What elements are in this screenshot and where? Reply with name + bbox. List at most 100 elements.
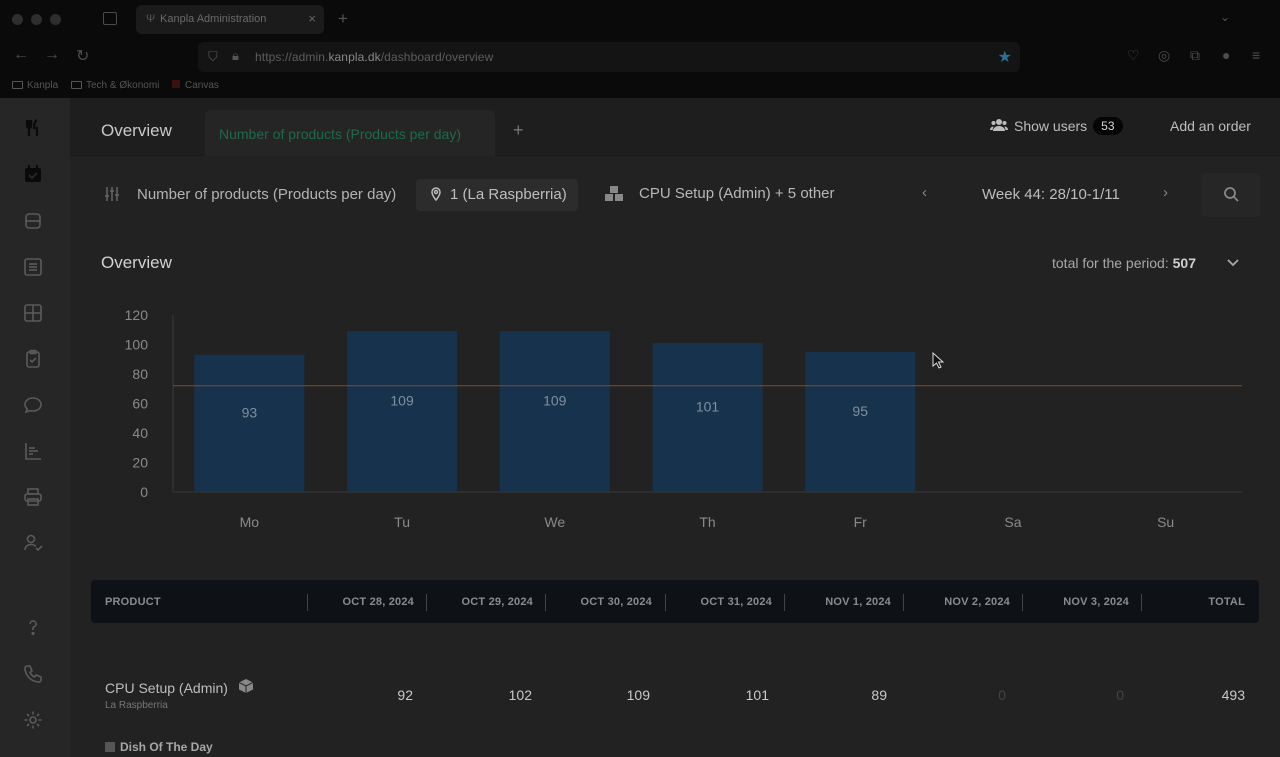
header-column: NOV 2, 2024	[944, 596, 1010, 608]
x-tick-label: We	[544, 514, 565, 530]
add-order-button[interactable]: Add an order	[1170, 118, 1251, 134]
window-close-button[interactable]	[12, 14, 23, 25]
header-separator	[545, 594, 546, 611]
header-column: TOTAL	[1208, 596, 1245, 608]
header-separator	[903, 594, 904, 611]
show-users-button[interactable]: Show users 53	[990, 117, 1123, 135]
period-total: total for the period: 507	[1052, 255, 1196, 271]
profile-icon[interactable]: ●	[1222, 47, 1231, 63]
tab-overview-icon[interactable]	[103, 12, 117, 25]
top-tab-bar: Overview Number of products (Products pe…	[70, 98, 1280, 156]
map-pin-icon	[431, 187, 441, 204]
y-tick-label: 60	[132, 396, 148, 412]
window-minimize-button[interactable]	[31, 14, 42, 25]
cutlery-icon[interactable]	[23, 118, 45, 140]
bookmark-star-icon[interactable]: ★	[997, 49, 1012, 66]
forward-button[interactable]: →	[44, 46, 60, 63]
week-selector[interactable]: Week 44: 28/10-1/11	[982, 186, 1120, 203]
x-tick-label: Sa	[1004, 514, 1021, 530]
folder-icon	[12, 81, 23, 89]
next-week-button[interactable]: ›	[1163, 184, 1168, 201]
bookmark-tech-okonomi[interactable]: Tech & Økonomi	[71, 80, 159, 91]
add-tab-button[interactable]: +	[513, 120, 524, 140]
grid-icon[interactable]	[23, 303, 45, 325]
folder-icon	[71, 81, 82, 89]
box-icon	[238, 679, 254, 696]
browser-tab-title: Kanpla Administration	[160, 13, 267, 25]
back-button[interactable]: ←	[13, 46, 29, 63]
location-selector[interactable]: 1 (La Raspberria)	[416, 179, 578, 211]
window-zoom-button[interactable]	[50, 14, 61, 25]
bar-chart-icon[interactable]	[23, 441, 45, 463]
tab-list-chevron-icon[interactable]: ⌄	[1219, 10, 1230, 24]
lock-icon[interactable]: 🔒︎	[232, 48, 239, 63]
users-icon	[990, 118, 1008, 135]
calendar-check-icon[interactable]	[23, 164, 45, 186]
address-bar[interactable]: ⛉ 🔒︎ https://admin.kanpla.dk/dashboard/o…	[198, 42, 1020, 72]
mouse-cursor-icon	[932, 352, 944, 369]
url-text[interactable]: https://admin.kanpla.dk/dashboard/overvi…	[255, 50, 494, 64]
products-per-day-chart: 0 20 40 60 80 100 120 93 Mo 109 Tu 109 We 101 Th 95 Fr Sa…	[125, 307, 1242, 530]
bar-data-label: 95	[852, 403, 868, 419]
x-tick-label: Th	[699, 514, 715, 530]
y-tick-label: 0	[140, 484, 148, 500]
tab-number-of-products[interactable]: Number of products (Products per day)	[205, 110, 495, 156]
table-cell: 92	[397, 687, 413, 703]
browser-tab-bar: Ψ Kanpla Administration × + ⌄	[0, 0, 1280, 38]
menu-icon[interactable]: ≡	[1252, 47, 1261, 63]
y-tick-label: 120	[125, 307, 149, 323]
header-product: PRODUCT	[105, 596, 161, 608]
table-cell: 102	[508, 687, 532, 703]
cubes-icon	[605, 186, 623, 206]
search-button[interactable]	[1202, 173, 1260, 217]
product-selector[interactable]: CPU Setup (Admin) + 5 other	[639, 185, 835, 202]
phone-icon[interactable]	[23, 664, 45, 686]
bookmark-kanpla[interactable]: Kanpla	[12, 80, 58, 91]
table-cell: 493	[1221, 687, 1245, 703]
table-header: PRODUCT OCT 28, 2024 OCT 29, 2024 OCT 30, 2…	[91, 580, 1259, 623]
browser-tab[interactable]: Ψ Kanpla Administration ×	[136, 5, 324, 34]
list-icon[interactable]	[23, 257, 45, 279]
canvas-favicon-icon	[172, 80, 180, 88]
period-total-value: 507	[1172, 255, 1196, 271]
chart-bar	[652, 343, 763, 492]
y-tick-label: 80	[132, 366, 148, 382]
sliders-icon[interactable]	[104, 186, 120, 202]
overview-heading: Overview	[101, 253, 172, 272]
x-tick-label: Tu	[394, 514, 410, 530]
shield-icon[interactable]: ⛉	[208, 49, 218, 64]
table-cell: 0	[1116, 687, 1124, 703]
header-column: OCT 28, 2024	[342, 596, 414, 608]
chat-icon[interactable]	[23, 395, 45, 417]
database-icon[interactable]	[23, 211, 45, 233]
y-tick-label: 100	[125, 337, 149, 353]
browser-nav-bar: ← → ↻ ⛉ 🔒︎ https://admin.kanpla.dk/dashb…	[0, 38, 1280, 76]
chart-bar	[499, 331, 610, 492]
user-check-icon[interactable]	[23, 533, 45, 555]
chart-bar	[347, 331, 458, 492]
sidebar	[0, 98, 70, 757]
group-label: Dish Of The Day	[120, 740, 213, 754]
reload-button[interactable]: ↻	[76, 48, 90, 65]
metric-selector[interactable]: Number of products (Products per day)	[137, 186, 397, 203]
extensions-icon[interactable]: ⧉	[1190, 47, 1200, 63]
table-cell: 101	[745, 687, 769, 703]
printer-icon[interactable]	[23, 487, 45, 509]
gear-icon[interactable]	[23, 710, 45, 732]
previous-week-button[interactable]: ‹	[922, 184, 927, 201]
clipboard-check-icon[interactable]	[23, 349, 45, 371]
bookmark-canvas[interactable]: Canvas	[172, 80, 219, 91]
close-tab-icon[interactable]: ×	[308, 11, 316, 26]
header-separator	[1022, 594, 1023, 611]
table-cell: 89	[871, 687, 887, 703]
chevron-down-icon[interactable]	[1225, 254, 1241, 270]
tab-overview[interactable]: Overview	[101, 121, 172, 140]
bar-data-label: 93	[242, 404, 258, 420]
new-tab-button[interactable]: +	[338, 9, 348, 28]
account-icon[interactable]: ◎	[1158, 47, 1171, 63]
kanpla-favicon-icon: Ψ	[146, 13, 156, 25]
x-tick-label: Fr	[854, 514, 868, 530]
help-icon[interactable]	[23, 617, 45, 639]
header-separator	[1141, 594, 1142, 611]
pocket-icon[interactable]: ♡	[1127, 47, 1140, 63]
